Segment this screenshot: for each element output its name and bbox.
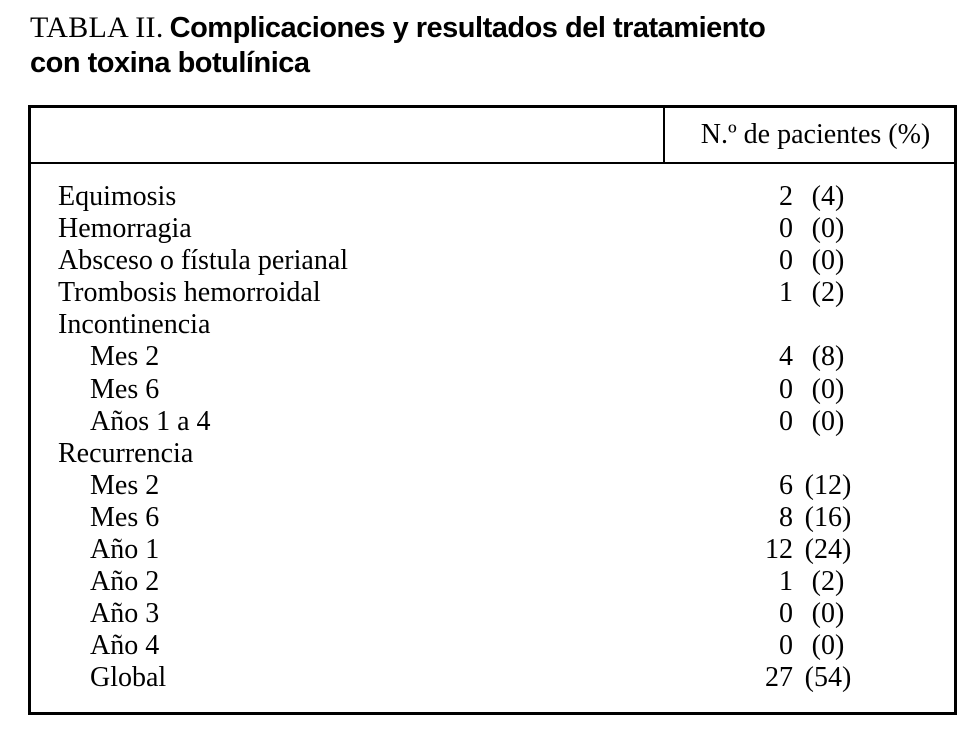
row-count: 27 <box>765 662 793 694</box>
row-right-pad <box>859 502 954 534</box>
row-right-pad <box>859 470 954 502</box>
row-count: 0 <box>779 245 793 277</box>
row-percent: (0) <box>811 213 845 245</box>
header-patients-cell: N.º de pacientes (%) <box>665 108 954 162</box>
row-count: 0 <box>779 405 793 437</box>
table-row-recurrencia-ano4: Año 4 0 (0) <box>31 630 954 662</box>
row-label: Año 1 <box>90 534 160 566</box>
row-label: Absceso o fístula perianal <box>58 245 349 277</box>
row-right-pad <box>859 406 954 438</box>
row-right-pad <box>859 309 954 341</box>
table-number-label: TABLA II. <box>30 11 164 44</box>
row-count: 12 <box>765 534 793 566</box>
row-percent: (16) <box>804 501 852 533</box>
header-patients-label: N.º de pacientes (%) <box>700 119 931 150</box>
table-row-recurrencia-ano1: Año 1 12 (24) <box>31 534 954 566</box>
row-right-pad <box>859 598 954 630</box>
row-label: Global <box>90 662 167 694</box>
row-percent: (0) <box>811 405 845 437</box>
row-count: 0 <box>779 630 793 662</box>
row-label: Mes 2 <box>90 341 160 373</box>
row-percent: (0) <box>811 630 845 662</box>
row-percent: (2) <box>811 566 845 598</box>
table-row-recurrencia-group: Recurrencia <box>31 438 954 470</box>
row-label: Año 4 <box>90 630 160 662</box>
table-row-incontinencia-anos1a4: Años 1 a 4 0 (0) <box>31 406 954 438</box>
complications-table: N.º de pacientes (%) Equimosis 2 (4) Hem… <box>28 105 957 715</box>
row-count <box>723 438 793 470</box>
row-count: 0 <box>779 373 793 405</box>
row-percent: (8) <box>811 341 845 373</box>
row-label: Hemorragia <box>58 213 192 245</box>
row-percent: (0) <box>811 598 845 630</box>
row-count: 6 <box>779 469 793 501</box>
row-percent: (54) <box>804 662 852 694</box>
table-row-equimosis: Equimosis 2 (4) <box>31 181 954 213</box>
row-label: Trombosis hemorroidal <box>58 277 321 309</box>
row-percent: (4) <box>811 181 845 212</box>
table-row-incontinencia-mes2: Mes 2 4 (8) <box>31 341 954 373</box>
row-right-pad <box>859 566 954 598</box>
table-title: TABLA II. Complicaciones y resultados de… <box>30 11 930 80</box>
row-count: 1 <box>779 277 793 309</box>
row-count: 0 <box>779 213 793 245</box>
row-percent <box>797 438 859 470</box>
table-row-recurrencia-ano2: Año 2 1 (2) <box>31 566 954 598</box>
table-row-recurrencia-mes2: Mes 2 6 (12) <box>31 470 954 502</box>
row-right-pad <box>859 341 954 373</box>
row-label: Recurrencia <box>58 437 194 469</box>
table-row-recurrencia-global: Global 27 (54) <box>31 662 954 694</box>
row-percent: (24) <box>804 534 852 566</box>
table-row-recurrencia-mes6: Mes 6 8 (16) <box>31 502 954 534</box>
row-count: 1 <box>779 566 793 598</box>
table-row-hemorragia: Hemorragia 0 (0) <box>31 213 954 245</box>
table-row-incontinencia-mes6: Mes 6 0 (0) <box>31 374 954 406</box>
row-right-pad <box>859 213 954 245</box>
row-count <box>723 309 793 341</box>
table-row-incontinencia-group: Incontinencia <box>31 309 954 341</box>
row-percent: (0) <box>811 245 845 277</box>
table-row-recurrencia-ano3: Año 3 0 (0) <box>31 598 954 630</box>
row-right-pad <box>859 534 954 566</box>
header-empty-cell <box>31 108 665 162</box>
row-right-pad <box>859 277 954 309</box>
row-right-pad <box>859 438 954 470</box>
row-percent: (2) <box>811 277 845 309</box>
row-label: Año 2 <box>90 566 160 598</box>
row-label: Mes 2 <box>90 469 160 501</box>
table-row-trombosis: Trombosis hemorroidal 1 (2) <box>31 277 954 309</box>
row-label: Mes 6 <box>90 501 160 533</box>
row-right-pad <box>859 630 954 662</box>
row-label: Año 3 <box>90 598 160 630</box>
row-percent <box>797 309 859 341</box>
table-body: Equimosis 2 (4) Hemorragia 0 (0) Absceso… <box>31 164 954 695</box>
row-right-pad <box>859 374 954 406</box>
table-row-absceso: Absceso o fístula perianal 0 (0) <box>31 245 954 277</box>
row-count: 8 <box>779 501 793 533</box>
row-count: 4 <box>779 341 793 373</box>
row-percent: (12) <box>804 469 852 501</box>
table-caption-line1: Complicaciones y resultados del tratamie… <box>169 12 766 44</box>
row-right-pad <box>859 245 954 277</box>
row-label: Años 1 a 4 <box>90 405 211 437</box>
row-label: Mes 6 <box>90 373 160 405</box>
row-label: Incontinencia <box>58 309 211 341</box>
table-header-row: N.º de pacientes (%) <box>31 108 954 164</box>
row-right-pad <box>859 662 954 694</box>
row-label: Equimosis <box>58 181 177 212</box>
row-count: 0 <box>779 598 793 630</box>
row-right-pad <box>859 181 954 213</box>
row-count: 2 <box>779 181 793 212</box>
row-percent: (0) <box>811 373 845 405</box>
table-caption-line2: con toxina botulínica <box>30 47 310 79</box>
